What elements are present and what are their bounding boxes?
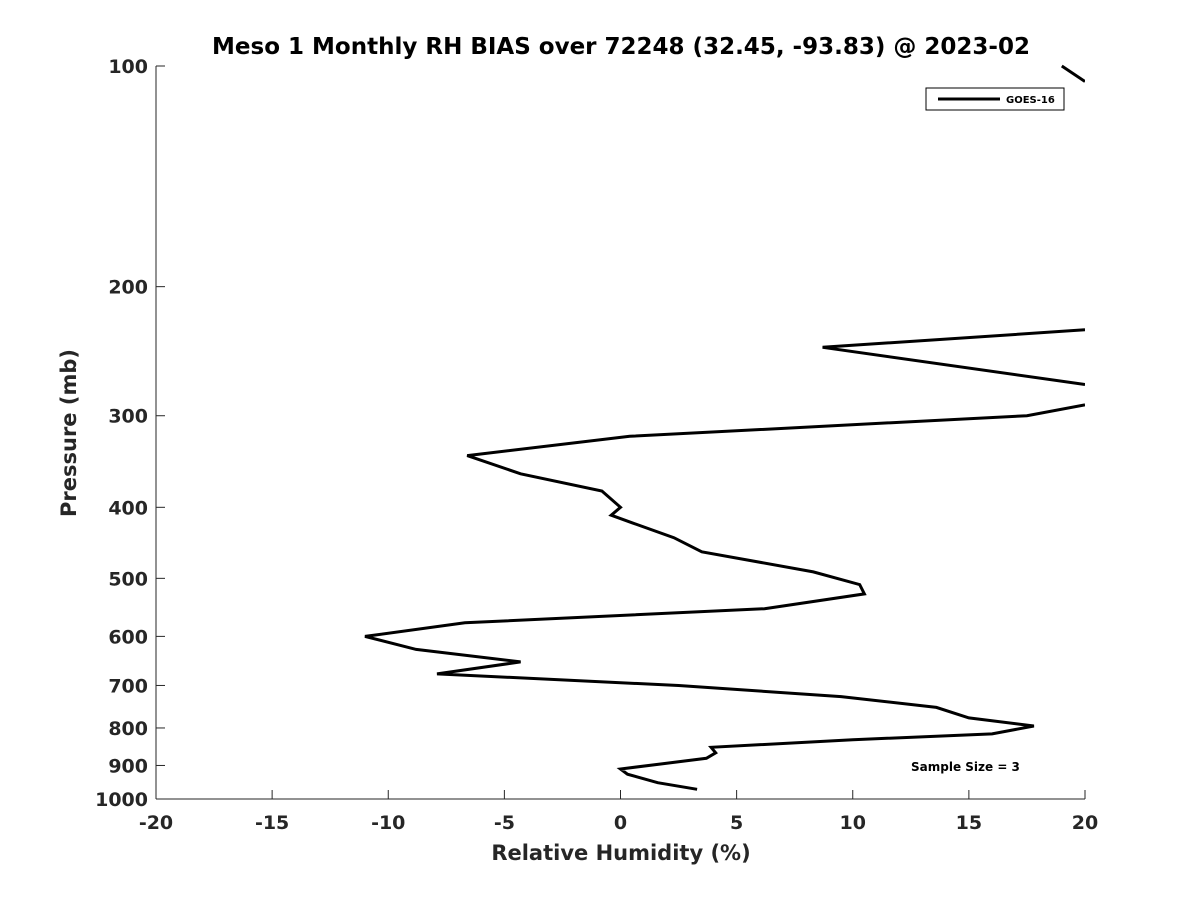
series-line-goes-16 [822, 328, 1085, 386]
legend: GOES-16 [925, 87, 1065, 111]
x-tick-label: 20 [1072, 812, 1098, 834]
legend-label: GOES-16 [1006, 95, 1055, 106]
x-tick-label: 5 [730, 812, 743, 834]
y-tick-label: 200 [108, 277, 148, 299]
series-line-goes-16 [1060, 64, 1085, 83]
x-tick-label: 0 [614, 812, 627, 834]
plot-area [155, 64, 1085, 800]
y-tick-label: 800 [108, 718, 148, 740]
x-tick-label: -20 [139, 812, 173, 834]
sample-size-annotation: Sample Size = 3 [911, 760, 1020, 774]
y-tick-label: 500 [108, 568, 148, 590]
series-line-goes-16 [364, 403, 1085, 791]
x-tick-label: -5 [494, 812, 515, 834]
x-tick-label: 15 [956, 812, 982, 834]
x-axis-label: Relative Humidity (%) [491, 841, 750, 865]
x-axis: -20 -15 -10 -5 0 5 10 15 20 [139, 790, 1098, 834]
y-tick-label: 400 [108, 497, 148, 519]
y-axis-label: Pressure (mb) [57, 349, 81, 517]
y-tick-label: 900 [108, 755, 148, 777]
y-axis: 100 200 300 400 500 600 700 800 900 1000 [95, 56, 165, 811]
chart-title: Meso 1 Monthly RH BIAS over 72248 (32.45… [212, 34, 1030, 60]
y-tick-label: 1000 [95, 789, 148, 811]
y-tick-label: 700 [108, 675, 148, 697]
y-tick-label: 100 [108, 56, 148, 78]
x-tick-label: -10 [371, 812, 405, 834]
x-tick-label: -15 [255, 812, 289, 834]
y-tick-label: 600 [108, 626, 148, 648]
x-tick-label: 10 [840, 812, 866, 834]
y-tick-label: 300 [108, 406, 148, 428]
